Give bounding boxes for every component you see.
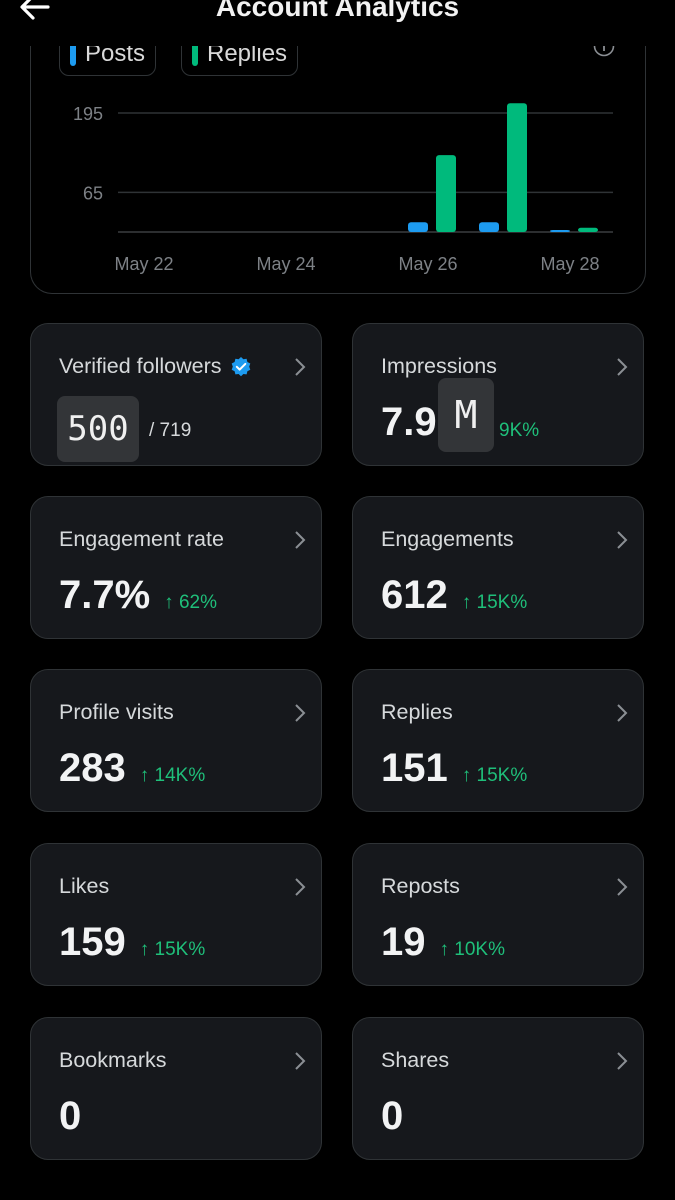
page-title: Account Analytics	[215, 0, 460, 22]
verified-badge-icon	[231, 356, 250, 376]
activity-chart-card: Posts Replies 65 195 May 22 May 24 May 26 May…	[30, 0, 646, 294]
top-bar: Account Analytics	[0, 0, 675, 46]
tile-label: Reposts	[381, 874, 460, 898]
tile-change: ↑ 15K%	[461, 765, 528, 786]
tile-label: Profile visits	[59, 700, 174, 724]
posts-bar	[550, 230, 570, 232]
y-tick-label: 195	[73, 104, 103, 124]
value-text: 7.7%	[59, 573, 151, 617]
tile-label: Engagement rate	[59, 527, 224, 551]
tile-engagement-rate[interactable]: Engagement rate 7.7% ↑ 62%	[30, 496, 322, 639]
replies-swatch	[192, 42, 198, 66]
impressions-value-obscured: M	[438, 378, 494, 452]
tile-value: 19 ↑ 10K%	[381, 920, 505, 965]
tile-replies[interactable]: Replies 151 ↑ 15K%	[352, 669, 644, 812]
chevron-right-icon	[295, 1052, 306, 1070]
x-tick-label: May 26	[398, 254, 457, 274]
chevron-right-icon	[617, 1052, 628, 1070]
tile-label-text: Verified followers	[59, 354, 222, 378]
value-text: 151	[381, 746, 448, 790]
replies-bar	[578, 227, 598, 232]
tile-value: 151 ↑ 15K%	[381, 746, 527, 791]
followers-total: / 719	[149, 420, 192, 441]
tile-value: 612 ↑ 15K%	[381, 573, 527, 618]
tile-label: Verified followers	[59, 354, 252, 379]
tile-bookmarks[interactable]: Bookmarks 0	[30, 1017, 322, 1160]
tile-change: ↑ 15K%	[461, 592, 528, 613]
tile-label: Replies	[381, 700, 453, 724]
x-tick-label: May 28	[540, 254, 599, 274]
tile-value: 7.9	[381, 400, 437, 445]
chevron-right-icon	[295, 878, 306, 896]
replies-bar	[507, 103, 527, 232]
posts-bar	[408, 222, 428, 232]
tile-label: Likes	[59, 874, 110, 898]
followers-value-obscured: 500	[57, 396, 139, 462]
tile-value: 283 ↑ 14K%	[59, 746, 205, 791]
back-arrow-icon[interactable]	[18, 0, 52, 24]
y-tick-label: 65	[83, 183, 103, 203]
tile-verified-followers[interactable]: Verified followers 500 / 719	[30, 323, 322, 466]
x-tick-label: May 22	[114, 254, 173, 274]
tile-label: Shares	[381, 1048, 450, 1072]
tile-label: Impressions	[381, 354, 497, 378]
chevron-right-icon	[295, 531, 306, 549]
value-text: 0	[381, 1094, 404, 1138]
tile-impressions[interactable]: Impressions 7.9 M 9K%	[352, 323, 644, 466]
value-text: 0	[59, 1094, 82, 1138]
tile-engagements[interactable]: Engagements 612 ↑ 15K%	[352, 496, 644, 639]
tile-change: ↑ 14K%	[139, 765, 206, 786]
replies-bar	[436, 155, 456, 232]
tile-value: 0	[381, 1094, 403, 1139]
tile-change: ↑ 15K%	[139, 939, 206, 960]
value-text: 7.9	[381, 400, 437, 444]
chevron-right-icon	[617, 704, 628, 722]
bar-chart: 65 195 May 22 May 24 May 26 May 28	[73, 103, 613, 274]
chevron-right-icon	[617, 878, 628, 896]
value-text: 283	[59, 746, 126, 790]
x-tick-label: May 24	[256, 254, 315, 274]
tile-value: 159 ↑ 15K%	[59, 920, 205, 965]
tile-label: Engagements	[381, 527, 514, 551]
value-text: 19	[381, 920, 426, 964]
tile-shares[interactable]: Shares 0	[352, 1017, 644, 1160]
chevron-right-icon	[617, 531, 628, 549]
chevron-right-icon	[295, 704, 306, 722]
tile-value: 7.7% ↑ 62%	[59, 573, 217, 618]
tile-reposts[interactable]: Reposts 19 ↑ 10K%	[352, 843, 644, 986]
posts-swatch	[70, 42, 76, 66]
tile-change: 9K%	[499, 420, 540, 441]
tile-label: Bookmarks	[59, 1048, 167, 1072]
tile-value: 0	[59, 1094, 81, 1139]
tile-change: ↑ 10K%	[439, 939, 505, 960]
value-text: 612	[381, 573, 448, 617]
chevron-right-icon	[295, 358, 306, 376]
posts-bar	[479, 222, 499, 232]
tile-profile-visits[interactable]: Profile visits 283 ↑ 14K%	[30, 669, 322, 812]
tile-likes[interactable]: Likes 159 ↑ 15K%	[30, 843, 322, 986]
tile-change: ↑ 62%	[164, 592, 217, 613]
value-text: 159	[59, 920, 126, 964]
chevron-right-icon	[617, 358, 628, 376]
